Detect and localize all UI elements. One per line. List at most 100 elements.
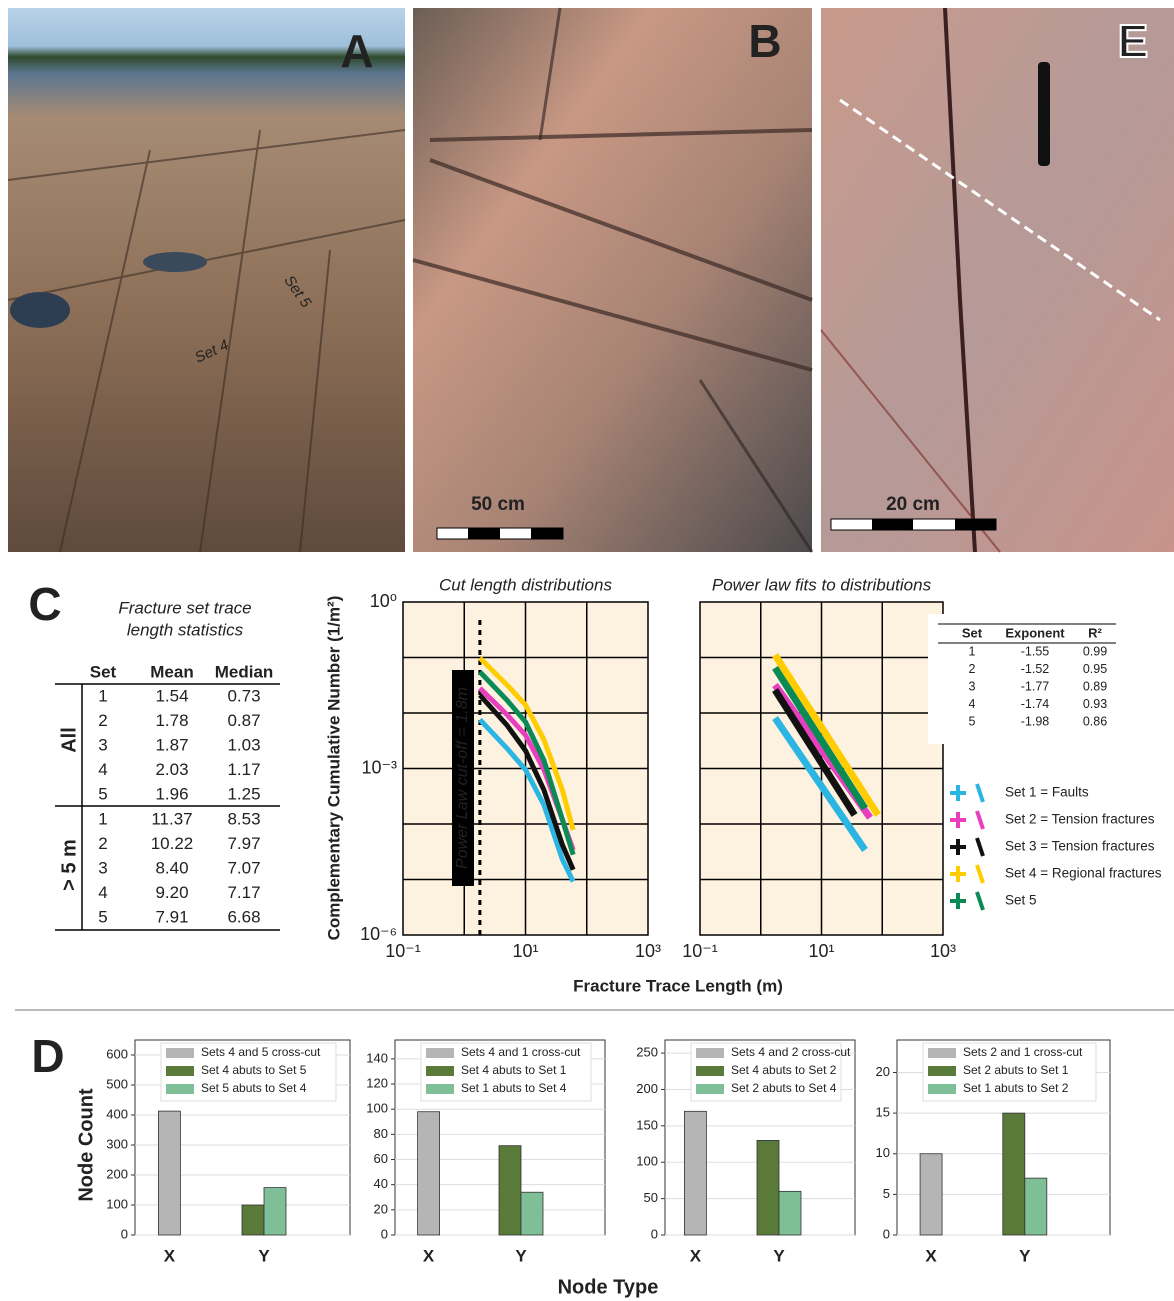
table-cell: 0.89: [1083, 679, 1107, 693]
y-tick-label: 5: [883, 1186, 890, 1201]
x-tick-label: 10⁻¹: [682, 941, 718, 961]
x-tick-label: Y: [1019, 1246, 1031, 1265]
y-tick-label: 20: [876, 1064, 890, 1079]
y-tick-label: 50: [644, 1190, 658, 1205]
table-cell: 5: [969, 714, 976, 728]
table-cell: 2: [98, 834, 107, 853]
legend-marker: [950, 866, 966, 882]
table-cell: 0.86: [1083, 714, 1107, 728]
table-title: Fracture set trace: [118, 598, 251, 617]
legend-swatch: [426, 1048, 454, 1058]
y-tick-label: 600: [106, 1046, 128, 1061]
bar: [499, 1146, 521, 1235]
legend-swatch: [696, 1048, 724, 1058]
table-cell: 1: [969, 644, 976, 658]
table-cell: 4: [98, 883, 107, 902]
legend-marker: [977, 811, 983, 829]
table-cell: 1.78: [155, 711, 188, 730]
y-tick-label: 0: [651, 1226, 658, 1241]
page: ABESet 5Set 450 cm20 cmCFracture set tra…: [0, 0, 1174, 1301]
y-tick-label: 0: [381, 1226, 388, 1241]
legend-swatch: [696, 1084, 724, 1094]
y-tick-label: 250: [636, 1045, 658, 1060]
group-label: > 5 m: [58, 839, 80, 891]
legend-swatch: [696, 1066, 724, 1076]
bar: [1025, 1178, 1047, 1235]
table-cell: 7.17: [227, 883, 260, 902]
x-tick-label: X: [925, 1246, 937, 1265]
legend-marker: [977, 784, 983, 802]
y-tick-label: 40: [374, 1176, 388, 1191]
y-tick-label: 10: [876, 1145, 890, 1160]
x-tick-label: X: [423, 1246, 435, 1265]
legend-swatch: [426, 1084, 454, 1094]
bar: [757, 1140, 779, 1235]
table-cell: -1.98: [1021, 714, 1050, 728]
y-tick-label: 60: [374, 1151, 388, 1166]
panel-label: B: [748, 15, 781, 67]
bar: [242, 1205, 264, 1235]
table-header: Set: [90, 662, 117, 681]
table-header: Exponent: [1005, 625, 1065, 640]
x-tick-label: X: [164, 1246, 176, 1265]
table-cell: 8.40: [155, 858, 188, 877]
y-tick-label: 80: [374, 1126, 388, 1141]
legend-label: Set 1 = Faults: [1005, 785, 1089, 800]
legend-label: Set 4 abuts to Set 1: [461, 1063, 567, 1077]
x-axis-label: Node Type: [558, 1276, 659, 1298]
y-tick-label: 10⁻³: [361, 757, 397, 777]
table-cell: 0.87: [227, 711, 260, 730]
x-tick-label: 10⁻¹: [385, 941, 421, 961]
table-cell: 11.37: [151, 809, 192, 828]
legend-marker: [950, 839, 966, 855]
table-cell: 4: [98, 760, 107, 779]
photo-b: [413, 8, 812, 552]
bar: [1003, 1113, 1025, 1235]
table-cell: 0.93: [1083, 697, 1107, 711]
table-cell: 1.03: [227, 735, 260, 754]
panel-label: D: [31, 1030, 64, 1082]
table-cell: -1.55: [1021, 644, 1050, 658]
x-tick-label: 10³: [635, 941, 661, 961]
y-tick-label: 120: [366, 1075, 388, 1090]
table-cell: 3: [98, 858, 107, 877]
y-tick-label: 500: [106, 1076, 128, 1091]
y-tick-label: 0: [121, 1226, 128, 1241]
table-cell: 2.03: [155, 760, 188, 779]
plot-title: Cut length distributions: [439, 575, 612, 594]
y-tick-label: 100: [636, 1154, 658, 1169]
legend-label: Set 2 = Tension fractures: [1005, 812, 1155, 827]
y-tick-label: 150: [636, 1117, 658, 1132]
table-cell: 7.97: [227, 834, 260, 853]
table-cell: 0.99: [1083, 644, 1107, 658]
legend-label: Sets 2 and 1 cross-cut: [963, 1045, 1083, 1059]
panel-label: E: [1118, 15, 1149, 67]
table-cell: 0.95: [1083, 662, 1107, 676]
legend-marker: [977, 865, 983, 883]
table-cell: 9.20: [155, 883, 188, 902]
scale-label: 20 cm: [886, 494, 940, 515]
legend-swatch: [928, 1048, 956, 1058]
legend-swatch: [166, 1084, 194, 1094]
table-cell: 7.91: [155, 907, 188, 926]
legend-label: Set 5: [1005, 893, 1037, 908]
table-cell: 1.17: [227, 760, 260, 779]
legend-swatch: [928, 1066, 956, 1076]
table-header: Set: [962, 625, 983, 640]
table-cell: 2: [969, 662, 976, 676]
table-cell: 5: [98, 907, 107, 926]
table-header: Median: [215, 662, 274, 681]
legend-label: Set 4 = Regional fractures: [1005, 866, 1162, 881]
table-cell: 0.73: [227, 686, 260, 705]
table-cell: 3: [98, 735, 107, 754]
y-axis-label: Node Count: [75, 1088, 97, 1202]
table-title: length statistics: [127, 620, 244, 639]
bar: [158, 1111, 180, 1235]
legend-marker: [950, 812, 966, 828]
table-cell: 5: [98, 784, 107, 803]
legend-label: Set 4 abuts to Set 2: [731, 1063, 837, 1077]
legend-marker: [977, 892, 983, 910]
x-tick-label: Y: [773, 1246, 785, 1265]
table-cell: 2: [98, 711, 107, 730]
legend-swatch: [426, 1066, 454, 1076]
